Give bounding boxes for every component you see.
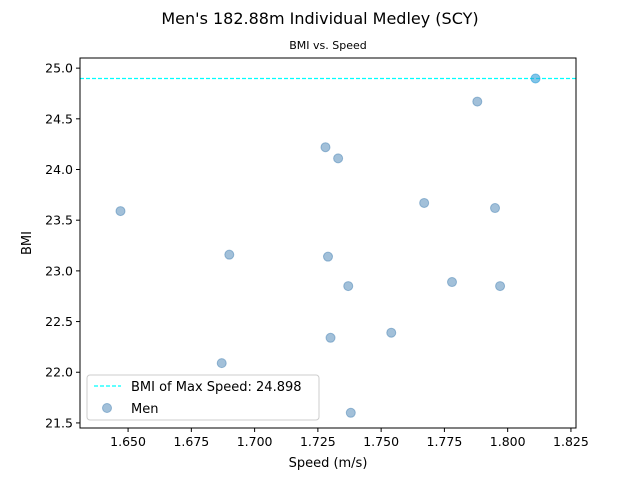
x-tick-label: 1.750 — [363, 434, 399, 449]
x-tick-label: 1.775 — [427, 434, 463, 449]
data-point — [325, 332, 336, 343]
x-tick-label: 1.650 — [110, 434, 146, 449]
plot-area-frame — [79, 57, 577, 429]
data-points — [115, 73, 541, 418]
data-point — [419, 197, 430, 208]
y-axis-label: BMI — [20, 231, 35, 255]
legend: BMI of Max Speed: 24.898 Men — [86, 374, 320, 421]
chart-title: Men's 182.88m Individual Medley (SCY) — [161, 9, 478, 28]
data-point — [345, 407, 356, 418]
x-axis-ticks: 1.650 1.675 1.700 1.725 1.750 1.775 1.800 1.825 — [110, 428, 589, 449]
data-point — [115, 206, 126, 217]
data-point — [490, 203, 501, 214]
data-point — [320, 142, 331, 153]
chart-subtitle: BMI vs. Speed — [289, 39, 367, 52]
data-point — [216, 358, 227, 369]
data-point — [472, 96, 483, 107]
x-tick-label: 1.675 — [173, 434, 209, 449]
x-tick-label: 1.825 — [553, 434, 589, 449]
y-tick-label: 22.0 — [45, 365, 73, 380]
x-tick-label: 1.725 — [300, 434, 336, 449]
y-tick-label: 23.0 — [45, 263, 73, 278]
legend-box — [86, 374, 320, 421]
y-tick-label: 23.5 — [45, 213, 73, 228]
max-speed-point — [530, 73, 541, 84]
y-tick-label: 21.5 — [45, 415, 73, 430]
y-tick-label: 24.0 — [45, 162, 73, 177]
legend-reference-line-label: BMI of Max Speed: 24.898 — [131, 380, 302, 395]
y-axis-ticks: 21.5 22.0 22.5 23.0 23.5 24.0 24.5 25.0 — [45, 61, 80, 430]
data-point — [386, 327, 397, 338]
data-point — [447, 277, 457, 288]
data-point — [323, 251, 333, 262]
y-tick-label: 24.5 — [45, 111, 73, 126]
data-point — [495, 281, 506, 292]
data-point — [224, 249, 235, 260]
y-tick-label: 22.5 — [45, 314, 73, 329]
data-point — [343, 281, 354, 292]
x-axis-label: Speed (m/s) — [289, 456, 368, 471]
legend-series-label: Men — [131, 402, 158, 417]
legend-series-marker — [102, 403, 112, 413]
y-tick-label: 25.0 — [45, 61, 73, 76]
x-tick-label: 1.700 — [237, 434, 273, 449]
data-point — [333, 153, 344, 164]
x-tick-label: 1.800 — [490, 434, 526, 449]
